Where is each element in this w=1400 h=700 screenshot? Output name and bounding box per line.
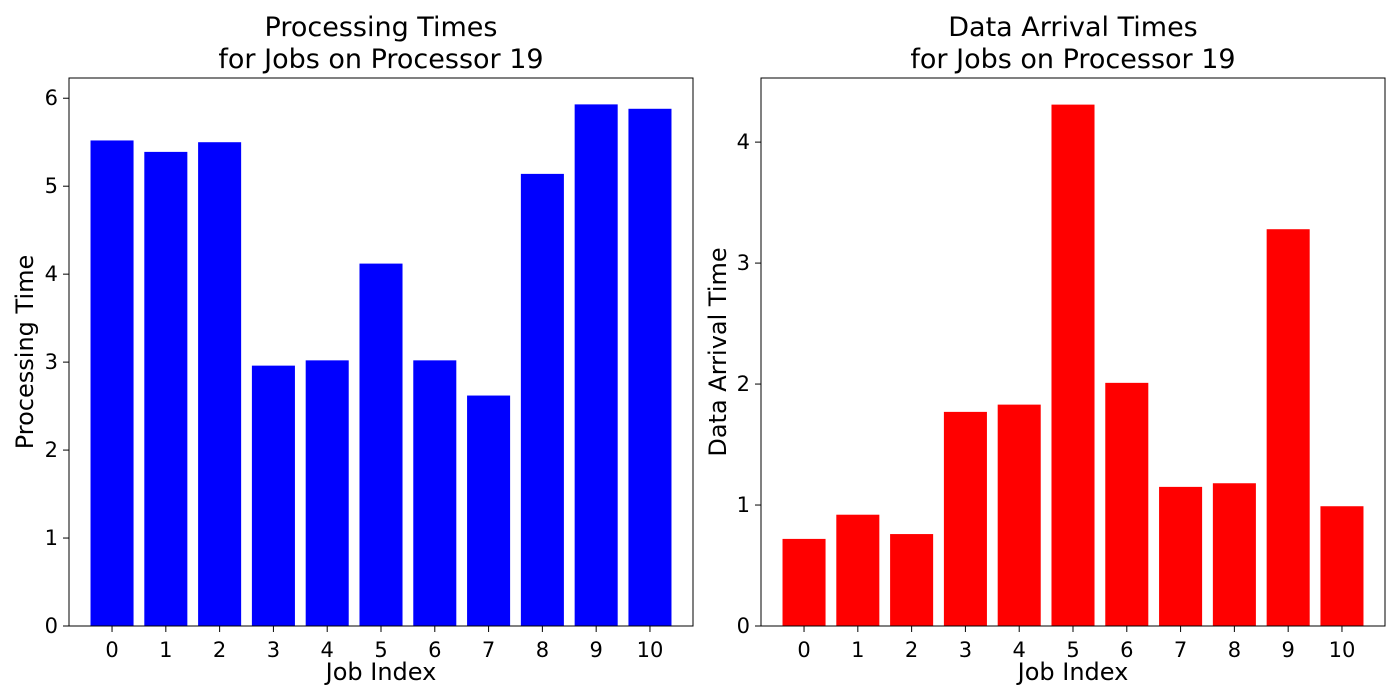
x-tick-label: 8 [536,638,549,662]
bar [467,395,511,626]
chart-title-line: Processing Times [265,12,498,43]
bar [1266,229,1310,627]
y-tick-label: 1 [45,526,58,550]
chart-title-line: Data Arrival Times [948,12,1198,43]
x-axis-label: Job Index [1016,658,1129,686]
bar [198,142,242,626]
x-tick-label: 7 [482,638,495,662]
x-tick-label: 0 [797,638,810,662]
x-tick-label: 9 [589,638,602,662]
bar [943,411,987,626]
x-tick-label: 1 [159,638,172,662]
x-tick-label: 2 [213,638,226,662]
bar [413,360,457,626]
x-tick-label: 1 [851,638,864,662]
bar [628,108,672,627]
bar [1159,486,1203,626]
y-axis-label: Data Arrival Time [704,247,732,456]
y-axis-label: Processing Time [11,255,39,450]
x-tick-label: 10 [637,638,664,662]
y-tick-label: 0 [737,614,750,638]
bar [1320,506,1364,626]
x-tick-label: 5 [374,638,387,662]
bar [305,360,349,626]
x-tick-label: 10 [1329,638,1356,662]
bar [1105,382,1149,626]
y-tick-label: 1 [737,493,750,517]
x-tick-label: 4 [321,638,334,662]
x-axis-label: Job Index [324,658,437,686]
y-tick-label: 2 [737,372,750,396]
x-tick-label: 8 [1228,638,1241,662]
x-tick-label: 6 [428,638,441,662]
y-tick-label: 6 [45,86,58,110]
x-tick-label: 6 [1120,638,1133,662]
x-tick-label: 3 [267,638,280,662]
chart-title-line: for Jobs on Processor 19 [218,44,543,75]
bar [782,538,826,626]
x-tick-label: 4 [1013,638,1026,662]
y-tick-label: 4 [737,130,750,154]
chart-title-line: for Jobs on Processor 19 [910,44,1235,75]
y-tick-label: 4 [45,262,58,286]
x-tick-label: 2 [905,638,918,662]
bar [251,365,295,626]
x-tick-label: 5 [1066,638,1079,662]
bar [144,151,188,626]
x-tick-label: 9 [1281,638,1294,662]
x-tick-label: 3 [959,638,972,662]
x-tick-label: 7 [1174,638,1187,662]
y-tick-label: 3 [45,350,58,374]
y-tick-label: 3 [737,251,750,275]
x-tick-label: 0 [105,638,118,662]
bar [359,263,403,626]
bar [1212,483,1256,626]
bar [836,514,880,626]
y-tick-label: 0 [45,614,58,638]
bar [1051,104,1095,626]
y-tick-label: 2 [45,438,58,462]
bar [997,404,1041,626]
bar [890,534,934,626]
bar [574,104,618,627]
y-tick-label: 5 [45,174,58,198]
bar [520,173,564,627]
bar [90,140,134,627]
